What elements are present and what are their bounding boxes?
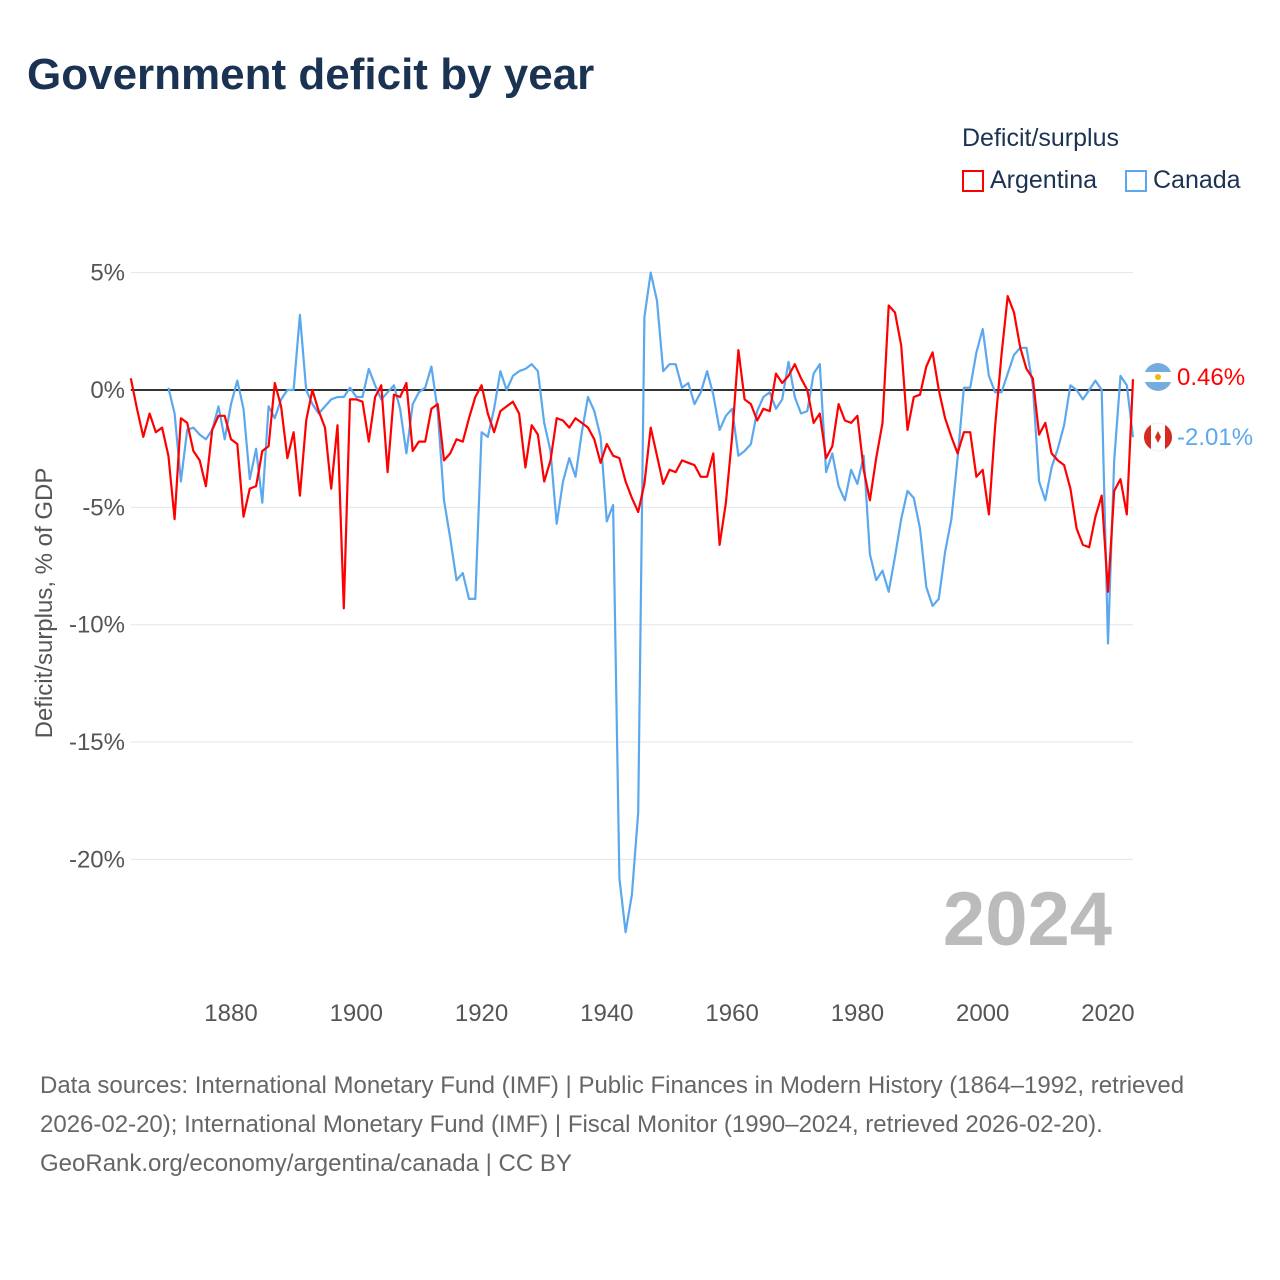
footer: Data sources: International Monetary Fun… xyxy=(40,1066,1240,1183)
y-tick-label: -10% xyxy=(69,612,125,639)
y-axis-label: Deficit/surplus, % of GDP xyxy=(31,468,58,739)
legend-item-canada[interactable]: Canada xyxy=(1125,166,1241,195)
y-tick-label: 0% xyxy=(90,377,125,404)
y-tick-label: -20% xyxy=(69,846,125,873)
x-tick-label: 2000 xyxy=(956,1000,1009,1027)
end-label-canada: -2.01% xyxy=(1177,424,1253,451)
y-tick-label: -5% xyxy=(82,494,125,521)
x-tick-label: 1960 xyxy=(705,1000,758,1027)
legend-label-argentina: Argentina xyxy=(990,166,1098,194)
credit-link[interactable]: GeoRank.org/economy/argentina/canada | C… xyxy=(40,1150,572,1177)
year-watermark: 2024 xyxy=(943,877,1112,962)
legend-swatch-canada xyxy=(1125,169,1147,192)
x-tick-label: 1880 xyxy=(204,1000,257,1027)
x-tick-label: 1900 xyxy=(330,1000,383,1027)
plot-area: 1880 1900 1920 1940 1960 1980 2000 2020 5% 0% -5%… xyxy=(31,260,1253,1027)
y-tick-label: -15% xyxy=(69,729,125,756)
chart-title: Government deficit by year xyxy=(27,50,595,99)
legend-item-argentina[interactable]: Argentina xyxy=(962,166,1097,195)
series-line-canada xyxy=(167,271,1135,934)
end-marker-argentina: 0.46% xyxy=(1144,363,1245,391)
series-line-argentina xyxy=(129,295,1135,610)
x-tick-label: 1920 xyxy=(455,1000,508,1027)
end-label-argentina: 0.46% xyxy=(1177,364,1245,391)
end-marker-canada: -2.01% xyxy=(1143,422,1253,452)
y-tick-label: 5% xyxy=(90,260,125,287)
x-tick-label: 1940 xyxy=(580,1000,633,1027)
legend-label-canada: Canada xyxy=(1153,166,1241,194)
data-sources: Data sources: International Monetary Fun… xyxy=(40,1072,1185,1138)
legend-title: Deficit/surplus xyxy=(962,124,1119,152)
legend-swatch-argentina xyxy=(962,169,984,192)
x-tick-label: 2020 xyxy=(1081,1000,1134,1027)
x-tick-label: 1980 xyxy=(831,1000,884,1027)
